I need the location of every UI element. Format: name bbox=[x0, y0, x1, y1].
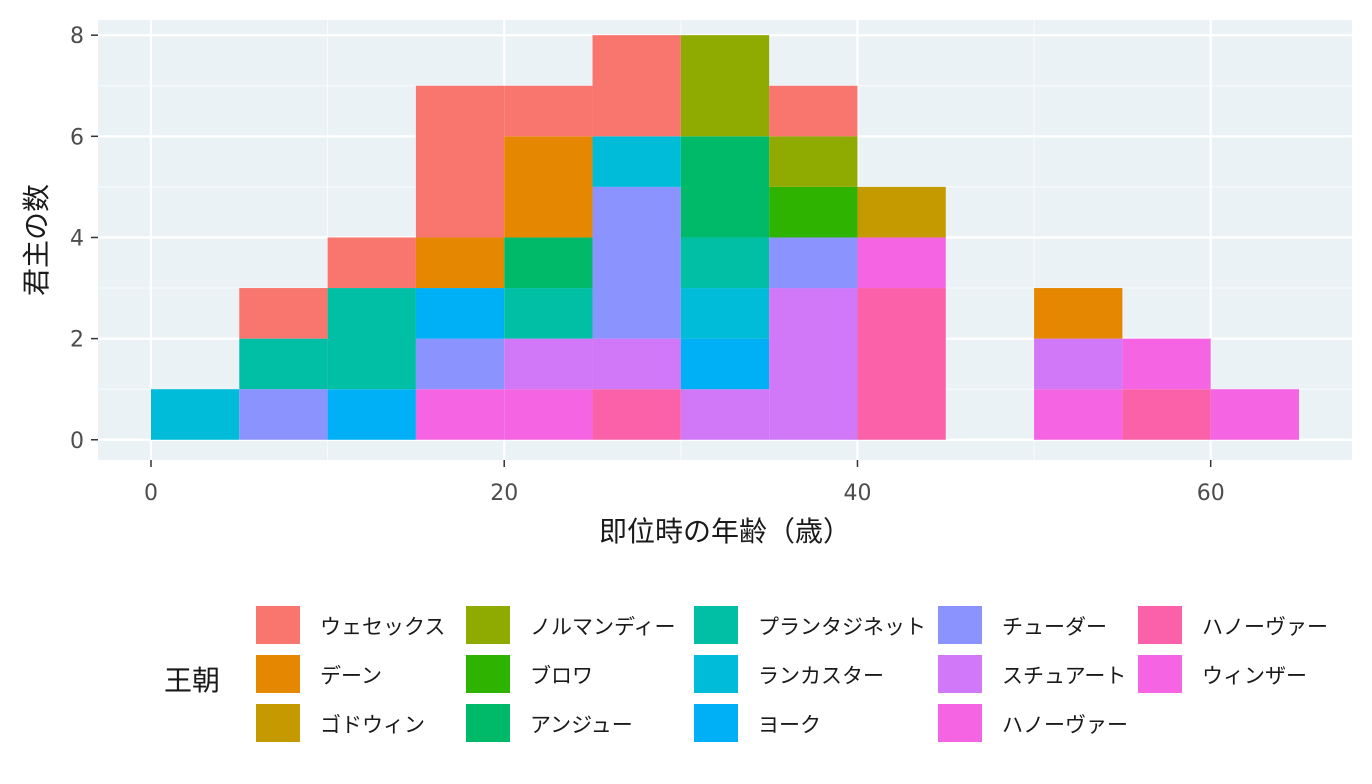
legend-label: ゴドウィン bbox=[320, 713, 425, 737]
y-tick-label: 0 bbox=[70, 429, 84, 454]
legend-key bbox=[256, 704, 300, 742]
legend-key bbox=[1138, 655, 1182, 693]
legend-key bbox=[256, 655, 300, 693]
x-axis: 0 20 40 60 bbox=[144, 460, 1225, 506]
legend-label: ハノーヴァー bbox=[1202, 615, 1328, 639]
histogram-bar-segment bbox=[150, 389, 240, 440]
x-tick-label: 60 bbox=[1197, 481, 1225, 506]
histogram-bar-segment bbox=[592, 136, 681, 187]
legend-label: デーン bbox=[320, 664, 382, 688]
histogram-bar-segment bbox=[857, 186, 946, 238]
legend-label: ランカスター bbox=[758, 664, 884, 688]
legend-label: ノルマンディー bbox=[530, 615, 676, 639]
x-tick-label: 40 bbox=[843, 481, 871, 506]
histogram-bar-segment bbox=[327, 288, 416, 390]
histogram-bar-segment bbox=[504, 389, 593, 440]
histogram-bar-segment bbox=[504, 136, 593, 238]
legend-key bbox=[466, 704, 510, 742]
legend-label: ヨーク bbox=[758, 713, 821, 737]
legend-key bbox=[694, 704, 738, 742]
histogram-bar-segment bbox=[592, 186, 681, 339]
legend-label: ウェセックス bbox=[320, 615, 445, 639]
histogram-bar-segment bbox=[1122, 338, 1211, 390]
histogram-bar-segment bbox=[592, 338, 681, 390]
histogram-bar-segment bbox=[415, 288, 505, 339]
histogram-bar-segment bbox=[327, 389, 416, 440]
histogram-bar-segment bbox=[592, 389, 681, 440]
histogram-bar-segment bbox=[415, 237, 505, 289]
x-axis-title: 即位時の年齢（歳） bbox=[599, 515, 851, 548]
histogram-bar-segment bbox=[680, 288, 770, 339]
histogram-bars bbox=[150, 35, 1300, 440]
legend-title: 王朝 bbox=[164, 664, 220, 697]
legend-label: アンジュー bbox=[530, 713, 633, 737]
histogram-bar-segment bbox=[592, 35, 681, 137]
histogram-bar-segment bbox=[1034, 338, 1123, 390]
y-axis-title: 君主の数 bbox=[20, 184, 53, 296]
histogram-bar-segment bbox=[1122, 389, 1211, 440]
histogram-bar-segment bbox=[1034, 288, 1123, 339]
histogram-bar-segment bbox=[769, 288, 858, 440]
legend-key bbox=[938, 704, 982, 742]
histogram-bar-segment bbox=[680, 389, 770, 440]
histogram-bar-segment bbox=[680, 237, 770, 289]
legend-key bbox=[938, 606, 982, 644]
legend-key bbox=[256, 606, 300, 644]
legend-key bbox=[1138, 606, 1182, 644]
legend-label: スチュアート bbox=[1002, 664, 1126, 688]
legend-key bbox=[694, 655, 738, 693]
histogram-bar-segment bbox=[239, 338, 328, 390]
histogram-bar-segment bbox=[1210, 389, 1300, 440]
histogram-bar-segment bbox=[327, 237, 416, 289]
histogram-bar-segment bbox=[239, 389, 328, 440]
histogram-bar-segment bbox=[504, 288, 593, 339]
histogram-bar-segment bbox=[504, 237, 593, 289]
histogram-bar-segment bbox=[857, 237, 946, 289]
x-tick-label: 20 bbox=[490, 481, 518, 506]
y-axis: 0 2 4 6 8 bbox=[70, 24, 98, 454]
histogram-bar-segment bbox=[857, 288, 946, 440]
legend-label: ハノーヴァー bbox=[1002, 713, 1128, 737]
y-tick-label: 2 bbox=[70, 328, 84, 353]
histogram-bar-segment bbox=[415, 389, 505, 440]
histogram-bar-segment bbox=[680, 338, 770, 390]
legend-label: ブロワ bbox=[530, 664, 593, 688]
legend-key bbox=[694, 606, 738, 644]
histogram-bar-segment bbox=[504, 338, 593, 390]
legend-key bbox=[938, 655, 982, 693]
histogram-bar-segment bbox=[680, 35, 770, 137]
histogram-bar-segment bbox=[504, 85, 593, 137]
y-tick-label: 8 bbox=[70, 24, 84, 49]
histogram-bar-segment bbox=[415, 338, 505, 390]
histogram-bar-segment bbox=[769, 85, 858, 137]
y-tick-label: 6 bbox=[70, 125, 84, 150]
histogram-bar-segment bbox=[680, 136, 770, 238]
legend-key bbox=[466, 655, 510, 693]
histogram-bar-segment bbox=[1034, 389, 1123, 440]
legend-label: プランタジネット bbox=[758, 615, 926, 639]
histogram-bar-segment bbox=[415, 85, 505, 238]
histogram-bar-segment bbox=[239, 288, 328, 339]
histogram-bar-segment bbox=[769, 237, 858, 289]
legend-label: チューダー bbox=[1002, 615, 1107, 639]
legend-key bbox=[466, 606, 510, 644]
histogram-bar-segment bbox=[769, 136, 858, 187]
legend-label: ウィンザー bbox=[1202, 664, 1307, 688]
histogram-bar-segment bbox=[769, 186, 858, 238]
x-tick-label: 0 bbox=[144, 481, 158, 506]
y-tick-label: 4 bbox=[70, 226, 84, 251]
